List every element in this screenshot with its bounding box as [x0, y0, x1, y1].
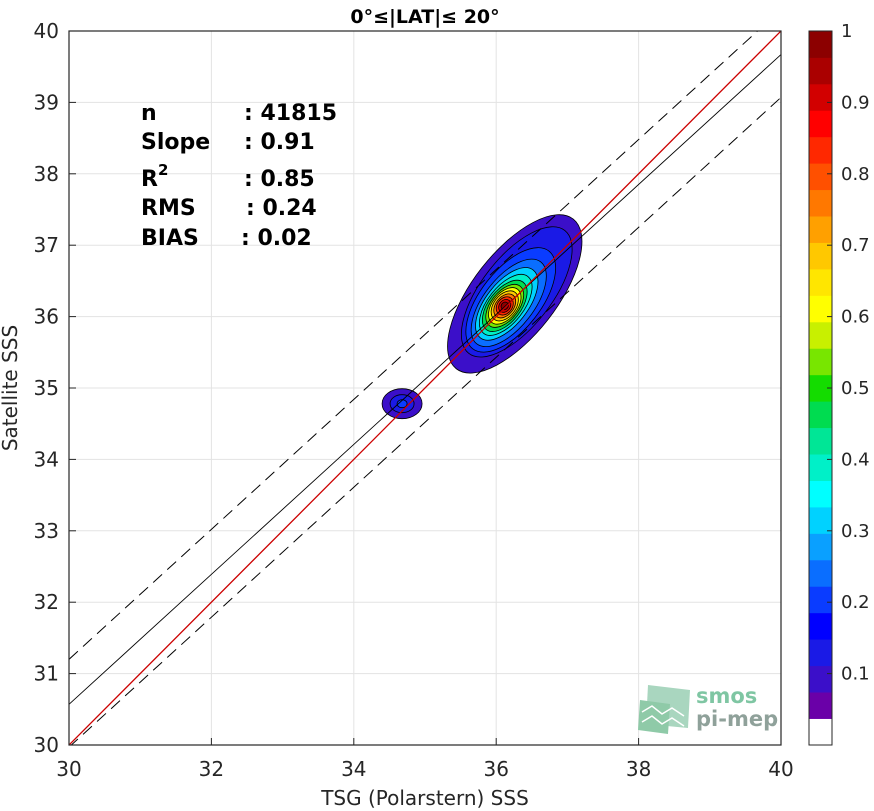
- colorbar-segment: [809, 586, 832, 614]
- y-tick-label: 38: [34, 162, 59, 186]
- fit-line: [69, 54, 781, 705]
- colorbar-segment: [809, 665, 832, 693]
- stat-label: RMS: [141, 196, 196, 221]
- x-tick-label: 34: [341, 757, 366, 781]
- stat-label: R2: [141, 161, 168, 192]
- colorbar-tick-label: 1: [841, 21, 852, 42]
- density-plot: [381, 214, 583, 420]
- colorbar-ticks: 0.1 0.2 0.3 0.4 0.5 0.6 0.7 0.8 0.9 1: [827, 21, 870, 685]
- y-tick-label: 37: [34, 233, 59, 257]
- colorbar-segment: [809, 639, 832, 667]
- colorbar-segment: [809, 295, 832, 323]
- density-contour-secondary: [396, 399, 408, 409]
- chart-title: 0°≤|LAT|≤ 20°: [350, 6, 499, 28]
- y-tick-label: 32: [34, 590, 59, 614]
- stat-value: : 41815: [244, 101, 337, 126]
- colorbar-tick-label: 0.2: [841, 592, 870, 613]
- y-tick-label: 31: [34, 662, 59, 686]
- colorbar-tick-label: 0.8: [841, 164, 870, 185]
- colorbar-tick-label: 0.6: [841, 307, 870, 328]
- x-tick-label: 36: [483, 757, 508, 781]
- colorbar-tick-label: 0.4: [841, 449, 870, 470]
- colorbar-segment: [809, 348, 832, 376]
- smos-pi-mep-logo: smos pi-mep: [638, 684, 778, 734]
- stat-superscript: 2: [158, 161, 168, 179]
- colorbar-segment: [809, 216, 832, 243]
- y-tick-label: 30: [34, 733, 59, 757]
- logo-text-smos: smos: [696, 684, 757, 708]
- colorbar-segment: [809, 57, 832, 85]
- x-tick-label: 32: [199, 757, 224, 781]
- colorbar-tick-label: 0.1: [841, 664, 870, 685]
- y-axis-ticks: 30 31 32 33 34 35 36 37 38 39 40: [34, 19, 76, 757]
- colorbar-segment: [809, 163, 832, 191]
- colorbar-segment: [809, 242, 832, 270]
- stat-value: : 0.24: [246, 196, 317, 221]
- x-axis-ticks: 30 32 34 36 38 40: [56, 738, 794, 781]
- colorbar-tick-label: 0.7: [841, 235, 870, 256]
- stats-box: n : 41815 Slope : 0.91 R2 : 0.85 RMS : 0.24 BIAS…: [141, 101, 337, 251]
- colorbar-segment: [809, 692, 832, 719]
- x-tick-label: 40: [768, 757, 793, 781]
- y-tick-label: 36: [34, 305, 59, 329]
- stat-label: BIAS: [141, 226, 199, 251]
- colorbar-tick-label: 0.5: [841, 378, 870, 399]
- y-tick-label: 34: [34, 447, 59, 471]
- y-axis-label: Satellite SSS: [0, 325, 22, 451]
- stat-label: Slope: [141, 130, 210, 155]
- colorbar-tick-label: 0.3: [841, 521, 870, 542]
- colorbar-segment: [809, 480, 832, 508]
- colorbar-segment: [809, 189, 832, 217]
- colorbar-segment: [809, 454, 832, 481]
- colorbar-segment: [809, 83, 832, 111]
- colorbar-segment: [809, 427, 832, 455]
- colorbar-segment: [809, 136, 832, 164]
- y-tick-label: 35: [34, 376, 59, 400]
- logo-waves-icon: [638, 685, 690, 734]
- colorbar-segment: [809, 718, 832, 746]
- colorbar-segment: [809, 559, 832, 587]
- x-axis-label: TSG (Polarstern) SSS: [320, 786, 529, 810]
- logo-text-pimep: pi-mep: [696, 707, 778, 731]
- colorbar-tick-label: 0.9: [841, 92, 870, 113]
- reference-lines: [69, 31, 781, 745]
- colorbar-segment: [809, 401, 832, 429]
- colorbar-segment: [809, 321, 832, 349]
- stat-label: n: [141, 101, 157, 126]
- colorbar-segment: [809, 110, 832, 138]
- colorbar: [809, 31, 832, 746]
- y-tick-label: 39: [34, 90, 59, 114]
- colorbar-segment: [809, 374, 832, 402]
- colorbar-segment: [809, 31, 832, 58]
- x-tick-label: 30: [56, 757, 81, 781]
- stat-value: : 0.91: [244, 130, 315, 155]
- upper-bound-line: [69, 31, 759, 660]
- y-tick-label: 40: [34, 19, 59, 43]
- stat-value: : 0.85: [244, 167, 315, 192]
- colorbar-segment: [809, 612, 832, 640]
- y-tick-label: 33: [34, 519, 59, 543]
- identity-line: [69, 31, 781, 745]
- colorbar-segment: [809, 507, 832, 534]
- colorbar-segment: [809, 533, 832, 561]
- x-tick-label: 38: [626, 757, 651, 781]
- lower-bound-line: [70, 97, 781, 745]
- stat-value: : 0.02: [241, 226, 312, 251]
- colorbar-segment: [809, 269, 832, 296]
